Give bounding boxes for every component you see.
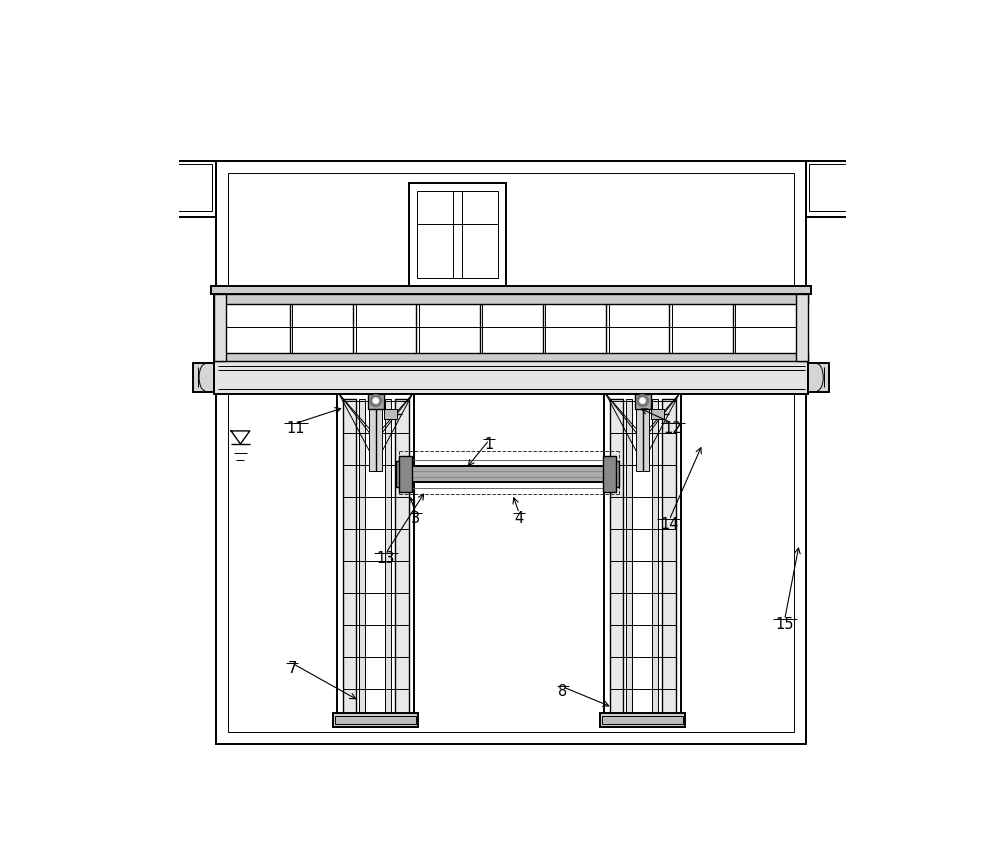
Text: 8: 8 (558, 684, 567, 699)
Bar (651, 409, 664, 419)
Bar (808, 363, 829, 392)
Text: 7: 7 (288, 661, 297, 675)
Bar (214, 360, 808, 394)
Text: 15: 15 (775, 617, 794, 632)
Bar (399, 456, 412, 493)
Text: 14: 14 (660, 517, 678, 533)
Bar (600, 713, 685, 727)
Bar (333, 713, 418, 727)
Bar (385, 399, 391, 722)
Text: 11: 11 (287, 421, 305, 436)
Bar (396, 461, 406, 488)
Bar (337, 394, 414, 727)
Bar (369, 394, 382, 471)
Bar (214, 294, 808, 360)
Bar (603, 456, 616, 493)
Bar (636, 394, 649, 471)
Bar (809, 164, 847, 210)
Text: 1: 1 (485, 437, 494, 452)
Bar (635, 394, 651, 409)
Bar (609, 461, 619, 488)
Bar (610, 399, 623, 722)
Bar (214, 294, 808, 304)
Bar (359, 399, 365, 722)
Circle shape (637, 395, 649, 407)
Text: 13: 13 (377, 551, 395, 565)
Bar (417, 191, 498, 278)
Circle shape (370, 395, 382, 407)
Bar (174, 164, 212, 210)
Bar (395, 399, 409, 722)
Bar (604, 394, 681, 727)
Text: 3: 3 (411, 511, 420, 526)
Bar (652, 399, 658, 722)
Bar (343, 399, 356, 722)
Bar (406, 466, 609, 482)
Bar (602, 716, 683, 724)
Bar (168, 160, 216, 217)
Bar (409, 183, 506, 286)
Circle shape (373, 398, 378, 404)
Bar (662, 399, 676, 722)
Bar (335, 716, 416, 724)
Bar (368, 394, 384, 409)
Bar (626, 399, 632, 722)
Bar (228, 172, 794, 732)
Bar (806, 160, 854, 217)
Bar (193, 363, 214, 392)
Circle shape (640, 398, 645, 404)
Bar (216, 160, 806, 744)
Bar (214, 352, 808, 360)
Text: 4: 4 (515, 511, 524, 526)
Text: 12: 12 (663, 421, 682, 436)
Bar (214, 294, 226, 360)
Bar (796, 294, 808, 360)
Bar (384, 409, 397, 419)
Bar (211, 286, 811, 294)
